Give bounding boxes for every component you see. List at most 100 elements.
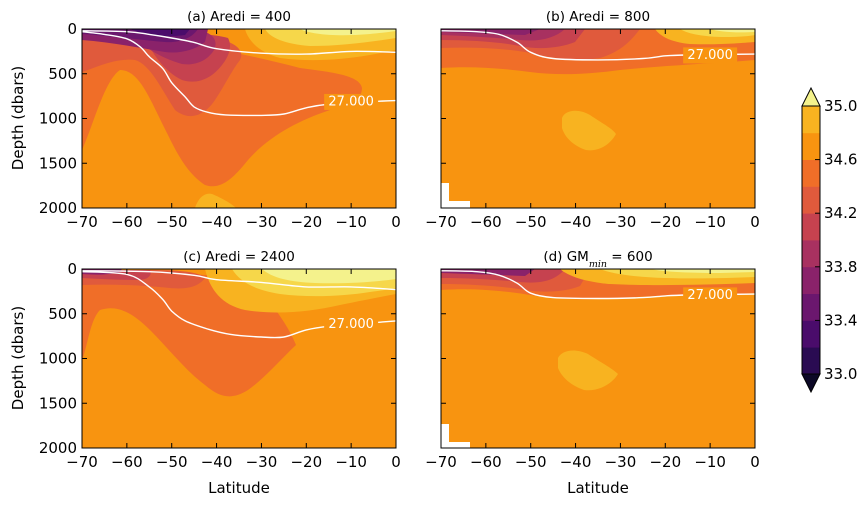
y-tick-label: 500 bbox=[48, 305, 77, 323]
y-axis-label: Depth (dbars) bbox=[9, 306, 27, 410]
y-tick-label: 2000 bbox=[39, 439, 77, 457]
contour-label: 27.000 bbox=[687, 288, 733, 303]
field-fill bbox=[441, 424, 470, 448]
colorbar-frame bbox=[801, 105, 821, 375]
isopycnal-surface-contour bbox=[81, 270, 397, 291]
colorbar-cell bbox=[802, 293, 820, 321]
x-tick-label: −40 bbox=[560, 213, 592, 231]
y-tick-label: 1000 bbox=[39, 110, 77, 128]
colorbar-cell bbox=[802, 106, 820, 134]
x-tick-label: −30 bbox=[246, 213, 278, 231]
colorbar-cell bbox=[802, 266, 820, 294]
x-axis-label: Latitude bbox=[208, 479, 270, 497]
panel-c-field bbox=[82, 269, 396, 448]
y-axis: 0 500 1000 1500 2000 bbox=[39, 260, 396, 457]
x-axis: −70 −60 −50 −40 −30 −20 −10 0 bbox=[425, 29, 760, 231]
x-tick-label: −70 bbox=[425, 213, 457, 231]
y-axis: 0 500 1000 1500 2000 bbox=[39, 20, 396, 217]
x-tick-label: −60 bbox=[470, 213, 502, 231]
colorbar-cell bbox=[802, 320, 820, 348]
y-tick-label: 0 bbox=[67, 260, 77, 278]
x-tick-label: −40 bbox=[201, 213, 233, 231]
colorbar-tick-label: 33.4 bbox=[824, 311, 857, 329]
contour-label: 27.000 bbox=[687, 48, 733, 63]
x-tick-label: −20 bbox=[290, 453, 322, 471]
y-axis bbox=[441, 28, 755, 209]
x-tick-label: −30 bbox=[605, 453, 637, 471]
x-tick-label: −20 bbox=[649, 213, 681, 231]
panel-b: 27.000 (b) Aredi = 800 −70 −60 −50 −40 −30 −2… bbox=[425, 9, 760, 231]
x-tick-label: −50 bbox=[515, 213, 547, 231]
y-tick-label: 500 bbox=[48, 65, 77, 83]
colorbar-extend-min bbox=[801, 373, 821, 394]
field-fill bbox=[441, 29, 540, 35]
panel-title-prefix: (d) GM bbox=[543, 249, 589, 265]
label-backdrop bbox=[683, 47, 738, 64]
x-axis-label: Latitude bbox=[567, 479, 629, 497]
isopycnal-surface-contour bbox=[81, 30, 397, 55]
x-tick-label: 0 bbox=[750, 453, 760, 471]
x-tick-label: −60 bbox=[470, 453, 502, 471]
field-fill bbox=[130, 29, 190, 37]
field-fill bbox=[710, 29, 755, 33]
y-axis-label: Depth (dbars) bbox=[9, 66, 27, 170]
colorbar-cell bbox=[802, 159, 820, 187]
x-tick-label: −20 bbox=[290, 213, 322, 231]
isopycnal-27-contour bbox=[440, 270, 756, 300]
label-backdrop bbox=[683, 287, 738, 304]
panel-title-subscript: min bbox=[589, 259, 607, 270]
field-fill bbox=[441, 183, 470, 208]
panel-b-field bbox=[441, 29, 755, 208]
x-tick-label: −40 bbox=[201, 453, 233, 471]
y-axis bbox=[441, 268, 755, 449]
colorbar-cell bbox=[802, 347, 820, 375]
field-fill bbox=[262, 269, 396, 284]
x-tick-label: −60 bbox=[111, 213, 143, 231]
colorbar-tick-label: 33.0 bbox=[824, 365, 857, 383]
x-tick-label: 0 bbox=[391, 453, 401, 471]
y-tick-label: 1000 bbox=[39, 350, 77, 368]
x-tick-label: −50 bbox=[515, 453, 547, 471]
isopycnal-27-contour bbox=[81, 31, 397, 117]
x-tick-label: −50 bbox=[156, 453, 188, 471]
label-backdrop bbox=[324, 316, 379, 333]
y-tick-label: 1500 bbox=[39, 154, 77, 172]
colorbar-cell bbox=[802, 213, 820, 241]
colorbar-cell bbox=[802, 132, 820, 160]
contour-label: 27.000 bbox=[328, 317, 374, 332]
panel-title-suffix: = 600 bbox=[607, 249, 653, 265]
colorbar-tick-label: 33.8 bbox=[824, 258, 857, 276]
colorbar-cell bbox=[802, 186, 820, 214]
panel-title: (c) Aredi = 2400 bbox=[183, 249, 295, 265]
x-tick-label: 0 bbox=[750, 213, 760, 231]
x-tick-label: 0 bbox=[391, 213, 401, 231]
colorbar-tick-label: 34.6 bbox=[824, 151, 857, 169]
x-tick-label: −40 bbox=[560, 453, 592, 471]
panel-a: 27.000 (a) Aredi = 400 −70 −60 −50 −40 −30 −2… bbox=[39, 9, 401, 231]
y-tick-label: 2000 bbox=[39, 199, 77, 217]
isopycnal-27-contour bbox=[440, 30, 756, 61]
panel-title: (a) Aredi = 400 bbox=[187, 9, 291, 25]
x-tick-label: −70 bbox=[66, 453, 98, 471]
x-axis: −70 −60 −50 −40 −30 −20 −10 0 bbox=[425, 269, 760, 471]
x-tick-label: −70 bbox=[425, 453, 457, 471]
panel-c: 27.000 (c) Aredi = 2400 −70 −60 −50 −40 −30−… bbox=[39, 249, 401, 471]
y-tick-label: 0 bbox=[67, 20, 77, 38]
panel-d-field bbox=[441, 269, 755, 448]
x-tick-label: −60 bbox=[111, 453, 143, 471]
colorbar-extend-max bbox=[801, 86, 821, 107]
colorbar-tick-label: 35.0 bbox=[824, 97, 857, 115]
x-tick-label: −30 bbox=[605, 213, 637, 231]
panel-title: (b) Aredi = 800 bbox=[546, 9, 650, 25]
panel-d: 27.000 (d) GMmin = 600 −70 −60 −50 −40 −30 −2… bbox=[425, 249, 760, 471]
colorbar-cell bbox=[802, 240, 820, 268]
x-tick-label: −50 bbox=[156, 213, 188, 231]
x-tick-label: −20 bbox=[649, 453, 681, 471]
field-fill bbox=[195, 193, 236, 208]
colorbar: 33.0 33.4 33.8 34.2 34.6 35.0 bbox=[801, 86, 857, 394]
panel-title: (d) GMmin = 600 bbox=[543, 249, 652, 270]
x-axis: −70 −60 −50 −40 −30 −20 −10 0 bbox=[66, 269, 401, 471]
field-fill bbox=[562, 110, 616, 151]
x-tick-label: −30 bbox=[246, 453, 278, 471]
